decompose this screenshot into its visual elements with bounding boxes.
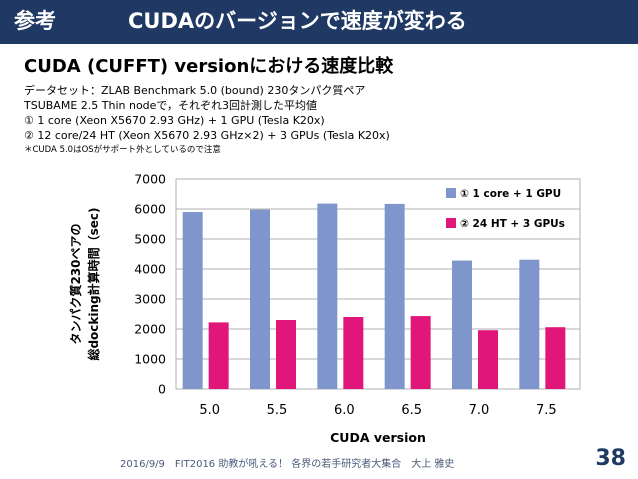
slide-title: CUDA (CUFFT) versionにおける速度比較	[24, 56, 394, 77]
legend-swatch	[446, 218, 456, 228]
bar	[250, 209, 270, 389]
bar	[545, 327, 566, 389]
y-axis-label: 総docking計算時間（sec)	[86, 207, 101, 360]
bar	[410, 316, 431, 389]
description-note: ＊CUDA 5.0はOSがサポート外としているので注意	[24, 145, 221, 155]
page-number: 38	[595, 446, 626, 471]
x-tick-label: 7.0	[469, 403, 490, 418]
header-tag: 参考	[14, 9, 56, 33]
bar	[317, 203, 338, 389]
header-bar: 参考 CUDAのバージョンで速度が変わる	[0, 0, 638, 44]
x-axis-label: CUDA version	[330, 430, 426, 445]
description-line-4: ② 12 core/24 HT (Xeon X5670 2.93 GHz×2) …	[24, 129, 390, 142]
legend-label: ② 24 HT + 3 GPUs	[460, 218, 565, 230]
y-axis-label: タンパク質230ペアの	[68, 223, 83, 344]
y-tick-label: 6000	[134, 202, 166, 217]
y-tick-label: 7000	[134, 172, 166, 187]
x-tick-label: 6.5	[401, 403, 422, 418]
y-tick-label: 1000	[134, 352, 166, 367]
bar	[478, 330, 498, 389]
plot-frame	[175, 178, 581, 390]
description-line-3: ① 1 core (Xeon X5670 2.93 GHz) + 1 GPU (…	[24, 114, 325, 127]
legend-swatch	[446, 188, 456, 198]
y-tick-label: 2000	[134, 322, 166, 337]
x-tick-label: 7.5	[536, 403, 557, 418]
bar	[208, 322, 229, 389]
bar	[276, 320, 296, 389]
description-line-2: TSUBAME 2.5 Thin nodeで，それぞれ3回計測した平均値	[24, 99, 317, 112]
bar	[182, 212, 203, 389]
bar	[384, 203, 405, 389]
y-tick-label: 4000	[134, 262, 166, 277]
y-tick-label: 5000	[134, 232, 166, 247]
x-tick-label: 5.5	[267, 403, 288, 418]
y-tick-label: 0	[158, 382, 166, 397]
legend-label: ① 1 core + 1 GPU	[460, 188, 561, 200]
x-tick-label: 5.0	[199, 403, 220, 418]
x-tick-label: 6.0	[334, 403, 355, 418]
y-tick-label: 3000	[134, 292, 166, 307]
description-line-1: データセット：ZLAB Benchmark 5.0 (bound) 230タンパ…	[24, 84, 366, 97]
footer-text: 2016/9/9 FIT2016 助教が吼える！ 各界の若手研究者大集合 大上 …	[120, 459, 455, 470]
header-title: CUDAのバージョンで速度が変わる	[128, 9, 467, 33]
bar	[452, 260, 472, 389]
bar	[343, 317, 364, 389]
bar	[519, 259, 540, 389]
